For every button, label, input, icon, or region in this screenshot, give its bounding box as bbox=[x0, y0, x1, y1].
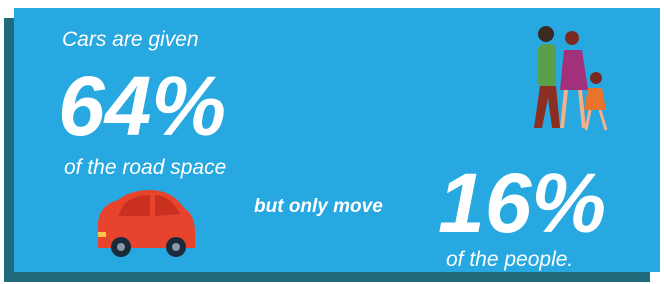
page: Cars are given 64% of the road space but… bbox=[0, 0, 664, 284]
people-caption: of the people. bbox=[446, 248, 573, 271]
connector-text: but only move bbox=[254, 196, 383, 217]
infographic: Cars are given 64% of the road space but… bbox=[0, 0, 664, 284]
road-share: 64% bbox=[58, 59, 226, 153]
road-caption: of the road space bbox=[64, 156, 226, 179]
people-share: 16% bbox=[438, 156, 606, 250]
intro-text: Cars are given bbox=[62, 28, 199, 51]
